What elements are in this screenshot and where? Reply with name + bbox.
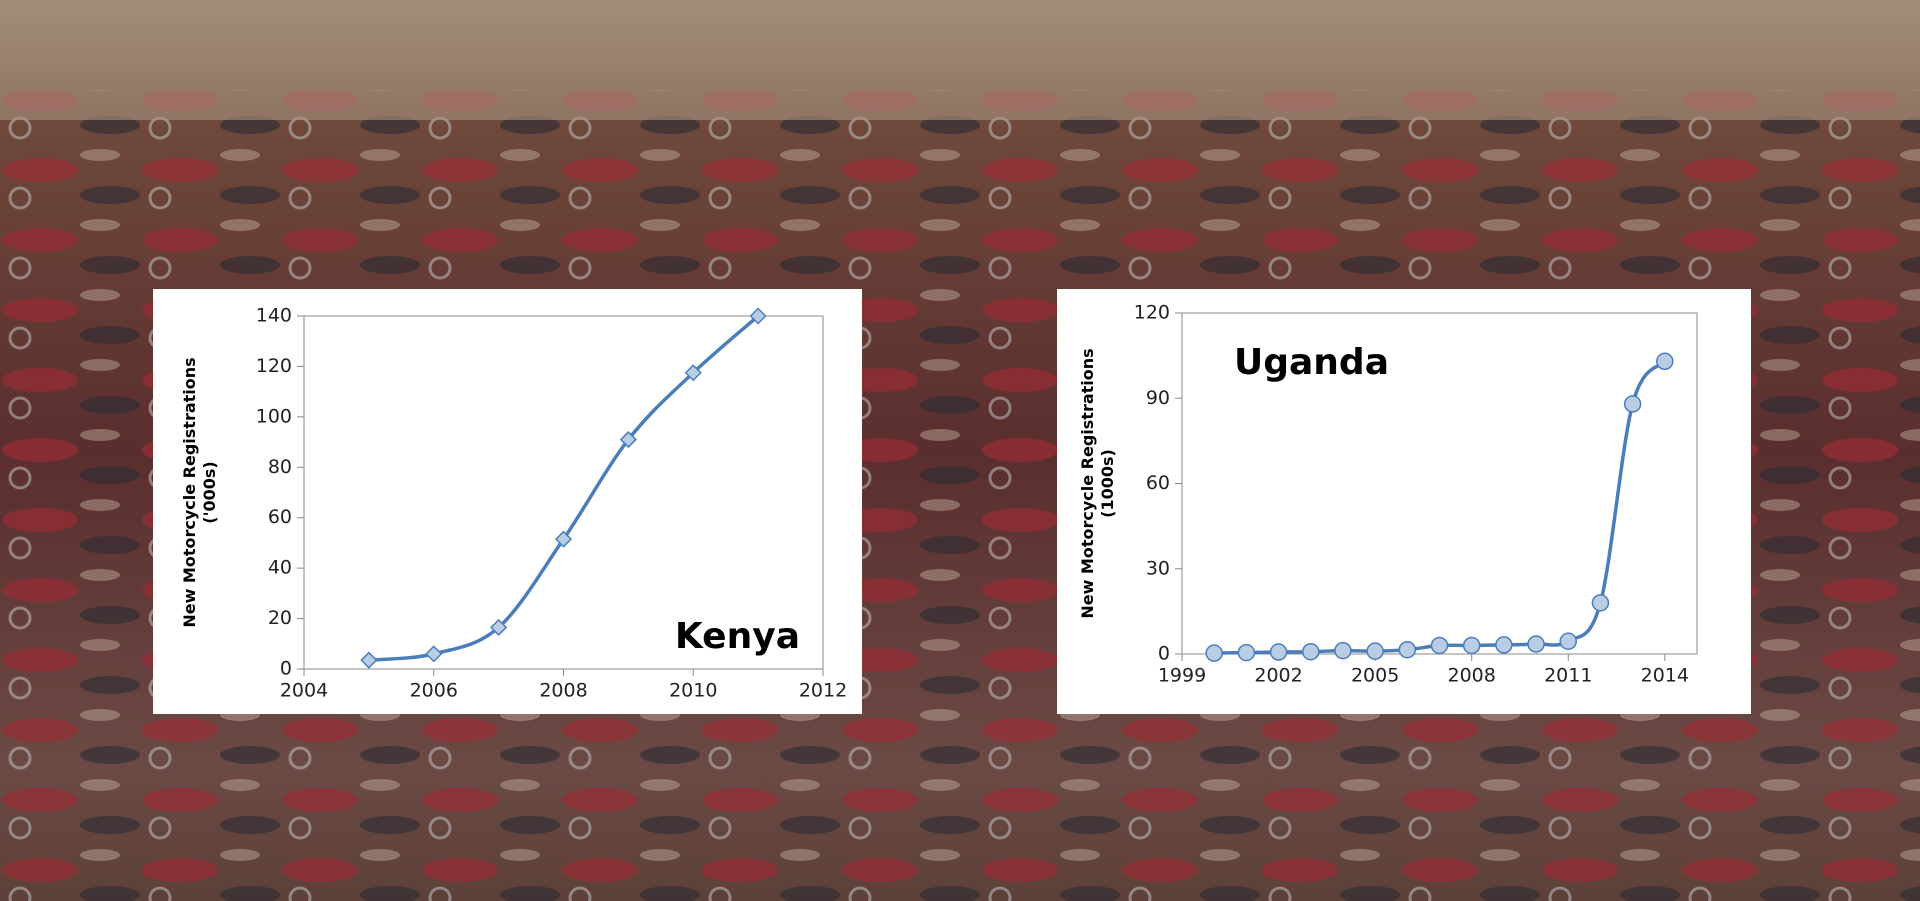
data-point <box>1302 642 1320 661</box>
x-tick-label: 2004 <box>280 680 328 702</box>
y-axis-label-line: ('000s) <box>200 461 219 523</box>
chart-annotation: Uganda <box>1234 342 1389 383</box>
y-tick-label: 60 <box>268 506 292 528</box>
chart-annotation: Kenya <box>675 616 800 657</box>
data-point <box>619 430 637 449</box>
data-point <box>1527 635 1545 653</box>
x-tick-label: 2005 <box>1351 665 1399 687</box>
data-point <box>1398 640 1417 659</box>
x-tick-label: 2012 <box>799 680 847 702</box>
y-tick-label: 120 <box>1134 302 1170 324</box>
x-tick-label: 2008 <box>539 680 587 702</box>
data-point <box>684 364 702 382</box>
data-point <box>1334 641 1352 660</box>
data-point <box>1591 594 1610 612</box>
data-point <box>1366 642 1384 660</box>
data-point <box>1237 643 1256 662</box>
data-point <box>749 307 767 325</box>
data-point <box>1559 632 1577 650</box>
data-point <box>1656 352 1674 371</box>
y-tick-label: 120 <box>256 355 292 377</box>
y-tick-label: 20 <box>268 607 292 629</box>
y-axis-label-line: (1000s) <box>1098 449 1117 518</box>
y-tick-label: 90 <box>1146 387 1170 409</box>
x-tick-label: 2014 <box>1641 665 1689 687</box>
data-point <box>425 645 443 663</box>
data-point <box>490 618 508 636</box>
data-point <box>1269 643 1288 661</box>
y-tick-label: 0 <box>1158 643 1170 665</box>
photo-wall <box>0 0 1920 120</box>
y-tick-label: 60 <box>1146 472 1170 494</box>
x-tick-label: 2010 <box>669 680 717 702</box>
data-point <box>1205 644 1223 662</box>
y-axis-label: New Motorcycle Registrations(1000s) <box>1078 348 1117 618</box>
y-axis-label-line: New Motorcycle Registrations <box>1078 348 1097 618</box>
y-tick-label: 140 <box>256 305 292 327</box>
y-tick-label: 30 <box>1146 557 1170 579</box>
y-tick-label: 0 <box>280 658 292 680</box>
y-axis-label-line: New Motorcycle Registrations <box>180 357 199 627</box>
data-point <box>1430 636 1449 655</box>
y-tick-label: 40 <box>268 557 292 579</box>
x-tick-label: 2002 <box>1254 665 1302 687</box>
data-point <box>360 651 378 669</box>
x-tick-label: 2011 <box>1544 665 1592 687</box>
data-point <box>1462 636 1481 655</box>
y-tick-label: 80 <box>268 456 292 478</box>
x-tick-label: 1999 <box>1158 665 1206 687</box>
data-point <box>554 530 573 548</box>
y-tick-label: 100 <box>256 405 292 427</box>
kenya-panel <box>153 289 862 714</box>
data-point <box>1495 636 1513 654</box>
data-line <box>1214 360 1667 655</box>
x-tick-label: 2006 <box>410 680 458 702</box>
y-axis-label: New Motorcycle Registrations('000s) <box>180 357 219 627</box>
x-tick-label: 2008 <box>1448 665 1496 687</box>
data-point <box>1623 395 1642 413</box>
